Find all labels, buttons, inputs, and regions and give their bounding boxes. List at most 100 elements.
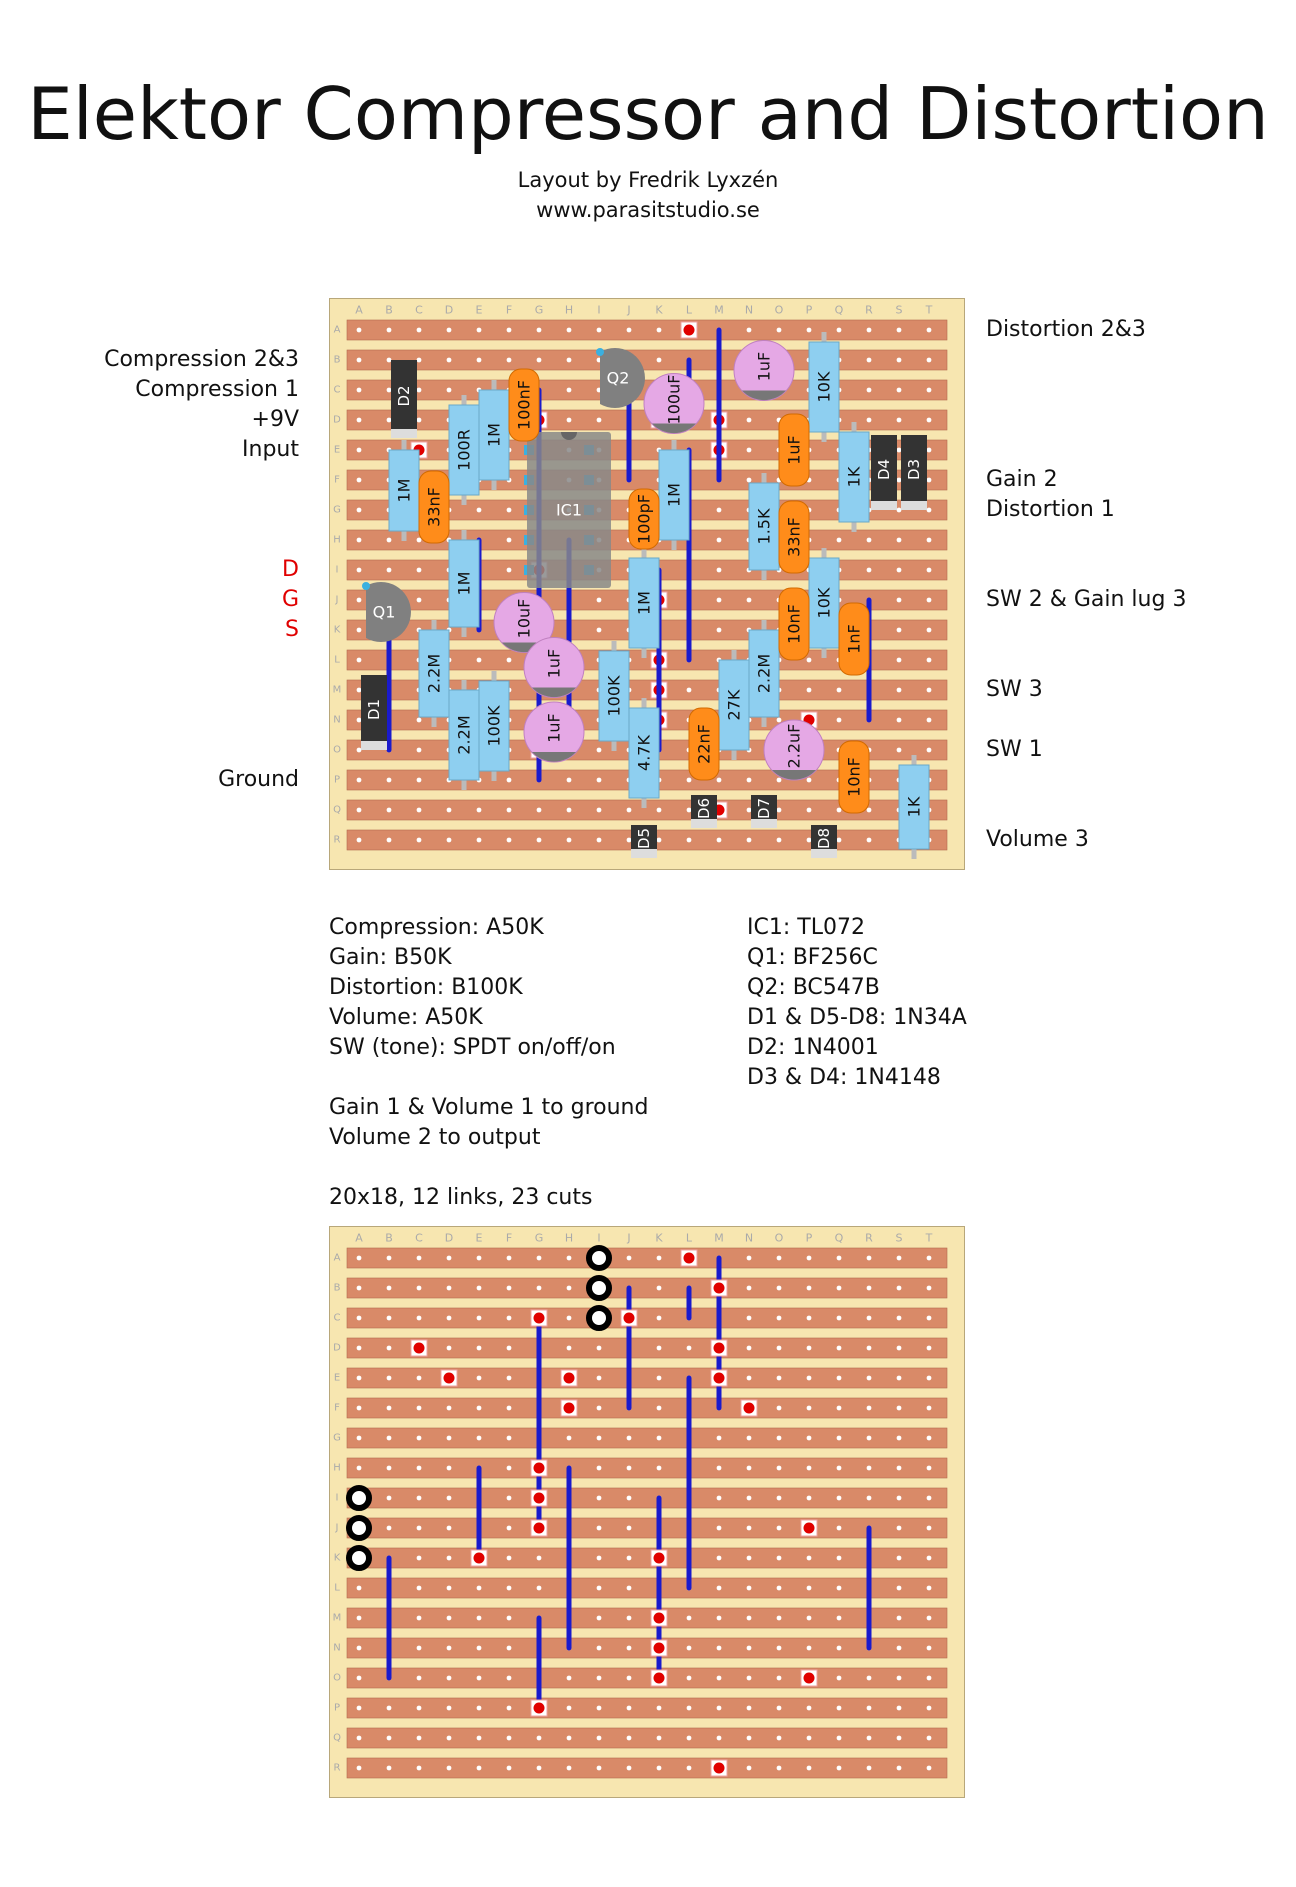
resistor <box>478 389 510 481</box>
page-title: Elektor Compressor and Distortion <box>27 72 1269 156</box>
strip-hole <box>446 1525 452 1531</box>
strip-hole <box>356 1675 362 1681</box>
strip-hole <box>596 1735 602 1741</box>
strip-hole <box>446 1615 452 1621</box>
strip-hole <box>386 1735 392 1741</box>
row-label: K <box>334 1553 341 1564</box>
strip-hole <box>596 747 602 753</box>
strip-hole <box>686 837 692 843</box>
strip-hole <box>506 1675 512 1681</box>
strip-hole <box>896 1525 902 1531</box>
strip-hole <box>356 1765 362 1771</box>
resistor-label: 27K <box>725 689 744 720</box>
strip-hole <box>656 1405 662 1411</box>
strip-hole <box>506 807 512 813</box>
diode-band <box>361 741 387 750</box>
strip-hole <box>836 1495 842 1501</box>
strip-hole <box>686 1615 692 1621</box>
row-label: N <box>333 715 340 726</box>
strip-hole <box>356 327 362 333</box>
electrolytic-label: 10uF <box>515 599 534 639</box>
strip-hole <box>716 1525 722 1531</box>
track-cut-dot <box>683 1252 695 1264</box>
copper-strip <box>346 1457 948 1479</box>
strip-hole <box>776 837 782 843</box>
capacitor-label: 1uF <box>785 435 804 465</box>
strip-hole <box>926 1705 932 1711</box>
column-label: N <box>745 1232 753 1245</box>
resistor <box>628 707 660 799</box>
row-label: B <box>334 355 341 366</box>
strip-hole <box>746 1375 752 1381</box>
track-cut-dot <box>533 1702 545 1714</box>
strip-hole <box>896 1405 902 1411</box>
strip-hole <box>806 687 812 693</box>
strip-hole <box>566 357 572 363</box>
strip-hole <box>626 1525 632 1531</box>
strip-hole <box>656 327 662 333</box>
offboard-wire-pad <box>346 1485 372 1511</box>
strip-hole <box>716 1495 722 1501</box>
row-label: F <box>334 1403 340 1414</box>
strip-hole <box>776 1495 782 1501</box>
electrolytic-capacitor <box>493 592 555 653</box>
strip-hole <box>836 1285 842 1291</box>
strip-hole <box>356 477 362 483</box>
strip-hole <box>506 1405 512 1411</box>
strip-hole <box>776 1615 782 1621</box>
row-label: R <box>334 835 341 846</box>
strip-hole <box>656 1435 662 1441</box>
strip-hole <box>896 1285 902 1291</box>
strip-hole <box>896 507 902 513</box>
strip-hole <box>926 477 932 483</box>
strip-hole <box>776 777 782 783</box>
row-label: O <box>333 745 341 756</box>
resistor-label: 100R <box>455 429 474 471</box>
strip-hole <box>536 1735 542 1741</box>
strip-hole <box>896 1255 902 1261</box>
strip-hole <box>896 1375 902 1381</box>
column-label: R <box>865 304 873 317</box>
row-label: E <box>334 1373 340 1384</box>
strip-hole <box>446 1315 452 1321</box>
strip-hole <box>656 1315 662 1321</box>
strip-hole <box>596 777 602 783</box>
strip-hole <box>596 1465 602 1471</box>
strip-hole <box>416 1405 422 1411</box>
row-label: J <box>335 595 339 606</box>
column-label: I <box>597 304 600 317</box>
strip-hole <box>866 1375 872 1381</box>
strip-hole <box>626 1555 632 1561</box>
strip-hole <box>686 1645 692 1651</box>
strip-hole <box>506 327 512 333</box>
column-label: K <box>655 1232 663 1245</box>
strip-hole <box>416 1435 422 1441</box>
strip-hole <box>926 417 932 423</box>
row-label: J <box>335 1523 339 1534</box>
electrolytic-capacitor <box>643 373 705 434</box>
strip-hole <box>686 1765 692 1771</box>
strip-hole <box>806 1615 812 1621</box>
strip-hole <box>716 567 722 573</box>
strip-hole <box>446 1735 452 1741</box>
strip-hole <box>896 1555 902 1561</box>
column-label: P <box>806 1232 813 1245</box>
row-label: D <box>333 1343 341 1354</box>
strip-hole <box>806 1645 812 1651</box>
column-label: A <box>355 1232 363 1245</box>
strip-hole <box>596 1405 602 1411</box>
strip-hole <box>806 1705 812 1711</box>
strip-hole <box>836 687 842 693</box>
strip-hole <box>926 1555 932 1561</box>
strip-hole <box>416 717 422 723</box>
diode-label: D3 <box>905 459 923 480</box>
electrolytic-capacitor <box>733 340 795 401</box>
offboard-wire-pad <box>346 1515 372 1541</box>
electrolytic-label: 2.2uF <box>785 724 804 769</box>
resistor <box>418 629 450 718</box>
diode-band <box>811 849 837 858</box>
connection-label: Volume 3 <box>986 827 1089 852</box>
column-label: S <box>896 1232 903 1245</box>
strip-hole <box>926 567 932 573</box>
strip-hole <box>926 627 932 633</box>
